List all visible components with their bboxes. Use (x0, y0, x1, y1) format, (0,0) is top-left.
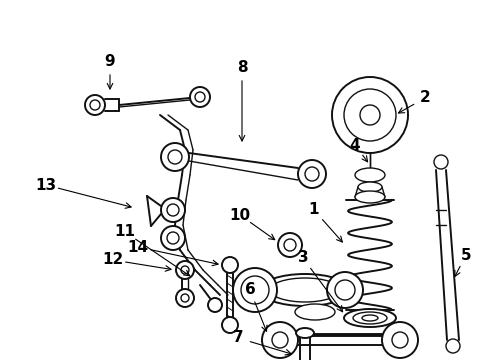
Circle shape (298, 160, 326, 188)
Circle shape (360, 105, 380, 125)
Circle shape (382, 322, 418, 358)
Text: 7: 7 (233, 330, 244, 346)
Circle shape (327, 272, 363, 308)
Circle shape (344, 89, 396, 141)
Circle shape (222, 317, 238, 333)
Circle shape (446, 339, 460, 353)
Circle shape (272, 332, 288, 348)
Ellipse shape (355, 168, 385, 182)
Circle shape (233, 268, 277, 312)
Circle shape (90, 100, 100, 110)
Circle shape (241, 276, 269, 304)
Text: 1: 1 (309, 202, 319, 217)
Text: 11: 11 (115, 225, 136, 239)
Circle shape (332, 77, 408, 153)
Circle shape (262, 322, 298, 358)
Circle shape (284, 239, 296, 251)
Ellipse shape (344, 309, 396, 327)
Ellipse shape (358, 182, 382, 192)
Circle shape (181, 294, 189, 302)
Ellipse shape (355, 191, 385, 203)
Text: 2: 2 (419, 90, 430, 105)
Text: 13: 13 (35, 177, 56, 193)
Circle shape (176, 289, 194, 307)
Circle shape (392, 332, 408, 348)
Circle shape (335, 280, 355, 300)
Text: 12: 12 (102, 252, 123, 267)
Circle shape (161, 226, 185, 250)
Text: 10: 10 (229, 207, 250, 222)
Circle shape (181, 266, 189, 274)
Circle shape (161, 143, 189, 171)
Circle shape (208, 298, 222, 312)
Circle shape (167, 204, 179, 216)
Circle shape (176, 261, 194, 279)
Circle shape (305, 167, 319, 181)
Text: 4: 4 (350, 138, 360, 153)
Text: 5: 5 (461, 248, 471, 262)
Text: 14: 14 (127, 239, 148, 255)
Circle shape (222, 257, 238, 273)
Ellipse shape (296, 328, 314, 338)
Ellipse shape (353, 312, 387, 324)
Ellipse shape (270, 278, 340, 302)
Text: 3: 3 (298, 251, 308, 266)
Circle shape (167, 232, 179, 244)
Circle shape (161, 198, 185, 222)
Circle shape (190, 87, 210, 107)
Circle shape (434, 155, 448, 169)
Circle shape (278, 233, 302, 257)
Text: 8: 8 (237, 60, 247, 76)
Text: 9: 9 (105, 54, 115, 69)
Circle shape (85, 95, 105, 115)
Ellipse shape (362, 315, 378, 321)
Circle shape (195, 92, 205, 102)
Text: 6: 6 (245, 283, 255, 297)
Circle shape (168, 150, 182, 164)
Ellipse shape (260, 274, 350, 306)
Ellipse shape (295, 304, 335, 320)
